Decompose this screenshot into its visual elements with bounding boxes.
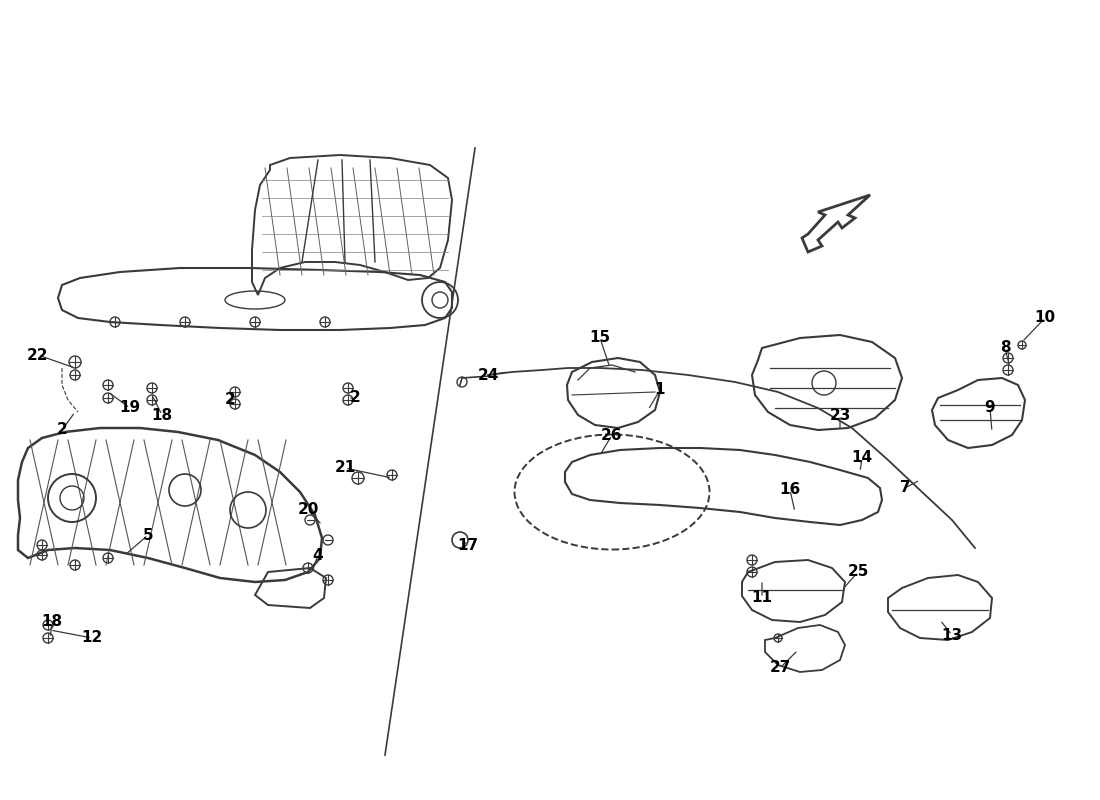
Text: 8: 8 xyxy=(1000,341,1010,355)
Text: 13: 13 xyxy=(942,627,962,642)
Text: 1: 1 xyxy=(654,382,666,398)
Text: 2: 2 xyxy=(56,422,67,438)
Text: 2: 2 xyxy=(350,390,361,406)
Text: 18: 18 xyxy=(42,614,63,630)
Text: 12: 12 xyxy=(81,630,102,646)
Text: 14: 14 xyxy=(851,450,872,466)
Text: 9: 9 xyxy=(984,401,996,415)
Text: 20: 20 xyxy=(297,502,319,518)
Text: 19: 19 xyxy=(120,401,141,415)
Text: 2: 2 xyxy=(224,393,235,407)
Text: 10: 10 xyxy=(1034,310,1056,326)
Text: 21: 21 xyxy=(334,461,355,475)
Text: 22: 22 xyxy=(28,347,48,362)
Text: 7: 7 xyxy=(900,481,911,495)
Text: 24: 24 xyxy=(477,367,498,382)
Text: 18: 18 xyxy=(152,407,173,422)
Text: 23: 23 xyxy=(829,407,850,422)
Text: 25: 25 xyxy=(847,565,869,579)
Text: 17: 17 xyxy=(458,538,478,553)
Text: 5: 5 xyxy=(143,527,153,542)
Text: 27: 27 xyxy=(769,661,791,675)
Text: 16: 16 xyxy=(780,482,801,498)
Text: 15: 15 xyxy=(590,330,610,346)
Text: 11: 11 xyxy=(751,590,772,606)
Text: 26: 26 xyxy=(602,427,623,442)
Text: 4: 4 xyxy=(312,547,323,562)
